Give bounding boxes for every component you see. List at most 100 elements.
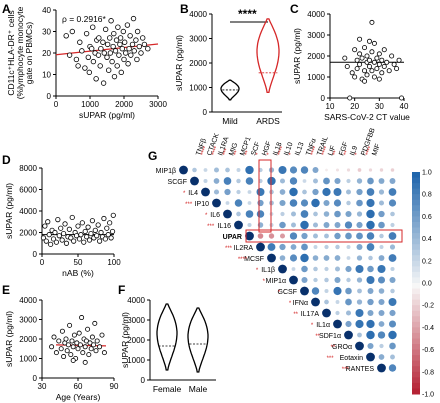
panel-c-point <box>399 95 405 101</box>
heatmap-cell <box>367 298 374 306</box>
heatmap-cell <box>324 289 329 293</box>
heatmap-cell <box>312 222 319 228</box>
panel-a-point <box>75 63 81 69</box>
heatmap-row-significance: * <box>311 323 314 329</box>
heatmap-cell <box>268 233 275 239</box>
panel-d-point <box>60 230 67 237</box>
heatmap-cell <box>357 332 362 338</box>
panel-f-y-label: sUPAR (pg/ml) <box>120 312 130 368</box>
panel-c-point <box>352 47 358 53</box>
panel-e-point <box>49 344 55 350</box>
colorbar-segment <box>412 366 420 373</box>
panel-e-x-label: Age (Years) <box>56 392 101 402</box>
heatmap-cell <box>367 309 374 317</box>
panel-d-point <box>76 236 83 242</box>
panel-d-x-tick-label: 50 <box>74 258 83 267</box>
panel-d-x-label: nAB (%) <box>62 268 94 278</box>
panel-c-point <box>359 55 365 61</box>
panel-c-point <box>357 51 363 57</box>
panel-d-point <box>101 215 107 222</box>
colorbar-segment <box>412 216 420 223</box>
heatmap-cell <box>214 167 219 173</box>
heatmap-row-significance: ** <box>315 334 320 340</box>
panel-a-point <box>95 52 102 58</box>
panel-c-point <box>374 66 380 72</box>
heatmap-cell <box>313 233 318 239</box>
panel-c-y-tick-label: 1000 <box>307 73 325 82</box>
heatmap-diagonal-dot <box>267 253 276 263</box>
panel-d-point <box>53 239 60 245</box>
heatmap-cell <box>378 288 385 294</box>
panel-d-point <box>82 228 88 235</box>
panel-c-point <box>384 59 390 65</box>
heatmap-cell <box>256 187 265 197</box>
heatmap-cell <box>192 167 197 173</box>
heatmap-cell <box>335 300 340 304</box>
heatmap-cell <box>334 210 341 218</box>
heatmap-cell <box>333 188 342 196</box>
heatmap-cell <box>301 265 308 273</box>
heatmap-cell <box>312 188 319 196</box>
panel-d-point <box>59 237 65 243</box>
heatmap-cell <box>389 342 396 350</box>
panel-a-point <box>134 56 140 63</box>
heatmap-cell <box>291 222 296 228</box>
heatmap-cell <box>366 220 375 230</box>
colorbar-segment <box>412 260 420 267</box>
colorbar-segment <box>412 382 420 389</box>
panel-a-point <box>133 37 139 43</box>
heatmap-row-significance: *** <box>327 356 335 362</box>
heatmap-cell <box>236 211 241 217</box>
panel-c-point <box>344 64 350 70</box>
panel-e-point <box>51 334 57 340</box>
heatmap-cell <box>323 255 330 261</box>
heatmap-cell <box>378 221 385 229</box>
panel-e-point <box>92 320 98 326</box>
heatmap-cell <box>390 288 395 294</box>
panel-a-point <box>117 35 124 41</box>
panel-d-point <box>40 235 47 241</box>
colorbar-segment <box>412 377 420 384</box>
panel-a-point <box>63 33 69 39</box>
heatmap-cell <box>335 310 340 316</box>
panel-a-y-label: gate on PBMCs) <box>24 22 34 85</box>
panel-a-annotation: ρ = 0.2916* <box>62 14 107 24</box>
heatmap-cell <box>356 255 363 261</box>
colorbar-tick-label: 1.0 <box>422 170 432 177</box>
heatmap-cell <box>290 244 297 250</box>
heatmap-cell <box>322 187 331 197</box>
panel-e-y-tick-label: 2000 <box>19 335 37 344</box>
heatmap-cell <box>300 199 309 207</box>
panel-a-point <box>138 50 144 56</box>
colorbar-tick-label: 0.0 <box>422 281 432 288</box>
heatmap-cell <box>289 232 298 240</box>
heatmap-cell <box>388 298 397 306</box>
panel-f-violin: F 0 1000 2000 3000 4000 Female Male sUPAR (pg/m… <box>118 283 216 394</box>
heatmap-cell <box>355 264 364 274</box>
heatmap-cell <box>378 178 385 184</box>
panel-d-point <box>107 220 113 226</box>
heatmap-column-label: IL10 <box>283 141 294 156</box>
colorbar-segment <box>412 183 420 190</box>
heatmap-cell <box>355 308 364 318</box>
heatmap-cell <box>379 168 384 172</box>
panel-c-point <box>362 68 368 74</box>
panel-e-point <box>91 342 97 348</box>
panel-e-point <box>59 328 65 334</box>
heatmap-cell <box>279 189 286 195</box>
colorbar-segment <box>412 305 420 312</box>
panel-f-female-violin <box>156 303 178 371</box>
panel-a-point <box>104 41 111 48</box>
panel-c-point <box>376 76 382 82</box>
heatmap-cell <box>300 166 309 174</box>
panel-d-point <box>79 220 85 226</box>
heatmap-cell <box>256 210 265 218</box>
colorbar-segment <box>412 194 420 201</box>
heatmap-row-label: IL6 <box>210 212 220 219</box>
heatmap-row-label: GCSF <box>278 289 297 296</box>
heatmap-cell <box>289 166 298 174</box>
colorbar-segment <box>412 321 420 328</box>
heatmap-cell <box>388 254 397 262</box>
heatmap-cell <box>334 276 341 284</box>
heatmap-cell <box>346 277 351 283</box>
